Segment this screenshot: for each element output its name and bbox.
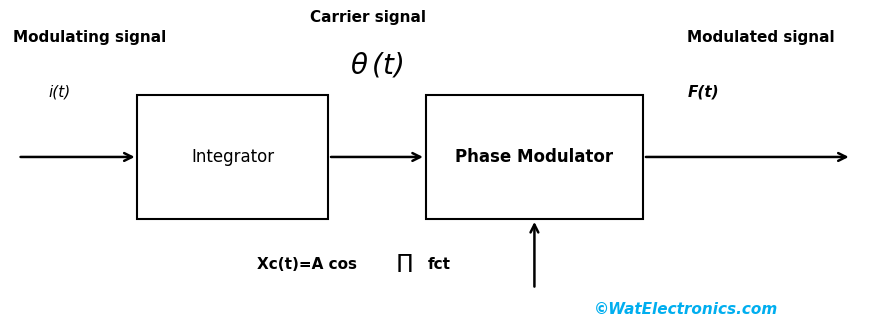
Text: Modulating signal: Modulating signal xyxy=(13,30,167,45)
Bar xyxy=(425,95,642,219)
Text: $\Pi$: $\Pi$ xyxy=(394,253,412,277)
Bar xyxy=(137,95,328,219)
Text: Modulated signal: Modulated signal xyxy=(687,30,834,45)
Text: Integrator: Integrator xyxy=(191,148,274,166)
Text: Xc(t)=A cos: Xc(t)=A cos xyxy=(257,257,362,272)
Text: F(t): F(t) xyxy=(687,84,719,99)
Text: Carrier signal: Carrier signal xyxy=(310,10,425,26)
Text: fct: fct xyxy=(427,257,450,272)
Text: ©WatElectronics.com: ©WatElectronics.com xyxy=(594,301,778,317)
Text: i(t): i(t) xyxy=(49,84,71,99)
Text: Phase Modulator: Phase Modulator xyxy=(455,148,613,166)
Text: $\theta\,$(t): $\theta\,$(t) xyxy=(350,51,403,80)
